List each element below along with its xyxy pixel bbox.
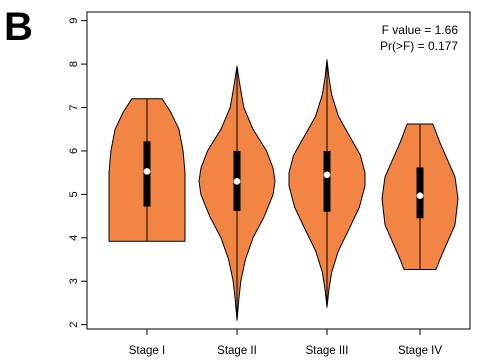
- y-tick-label: 5: [68, 191, 80, 197]
- x-tick-label: Stage I: [129, 345, 165, 357]
- plot-frame: [86, 11, 471, 330]
- violin-median-dot: [416, 192, 424, 199]
- violin-median-dot: [323, 171, 331, 179]
- f-value-annotation: F value = 1.66: [382, 23, 459, 37]
- violins: [108, 59, 459, 321]
- y-axis: 2 3 4 5 6 7 8 9: [68, 18, 87, 328]
- y-tick-label: 9: [68, 18, 80, 24]
- violin-stage-iii: [288, 59, 366, 308]
- x-tick-label: Stage III: [306, 345, 349, 357]
- x-axis: Stage I Stage II Stage III Stage IV: [129, 329, 442, 357]
- violin-stage-ii: [198, 65, 276, 321]
- y-tick-label: 3: [68, 278, 80, 284]
- y-tick-label: 4: [68, 235, 80, 241]
- violin-median-dot: [233, 178, 241, 185]
- x-tick-label: Stage II: [217, 345, 257, 357]
- y-tick-label: 6: [68, 148, 80, 154]
- violin-stage-i: [108, 98, 186, 242]
- x-tick-label: Stage IV: [398, 345, 442, 357]
- violin-iqr-box: [323, 150, 331, 212]
- panel-label: B: [4, 5, 33, 49]
- y-tick-label: 2: [68, 322, 80, 328]
- y-tick-label: 7: [68, 104, 80, 110]
- p-value-annotation: Pr(>F) = 0.177: [380, 39, 458, 53]
- violin-stage-iv: [381, 123, 459, 270]
- violin-median-dot: [143, 168, 151, 175]
- y-tick-label: 8: [68, 61, 80, 67]
